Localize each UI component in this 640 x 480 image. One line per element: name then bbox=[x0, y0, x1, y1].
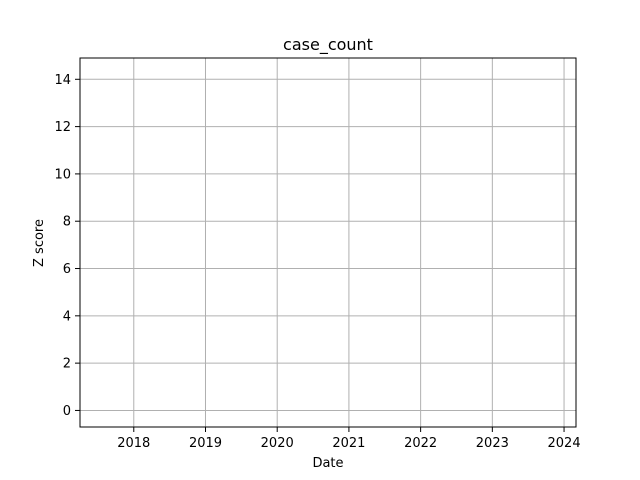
y-axis-label: Z score bbox=[32, 219, 47, 267]
y-tick-label: 10 bbox=[54, 167, 71, 182]
x-tick-label: 2023 bbox=[476, 436, 509, 451]
y-tick-label: 2 bbox=[63, 357, 71, 372]
y-tick-label: 4 bbox=[63, 309, 71, 324]
ticks: 2018 2019 2020 2021 2022 2023 2024 0 2 4 6 8 10 12 14 bbox=[54, 73, 580, 451]
y-tick-label: 0 bbox=[63, 404, 71, 419]
x-axis-label: Date bbox=[312, 456, 343, 471]
y-tick-label: 12 bbox=[54, 120, 71, 135]
y-tick-label: 6 bbox=[63, 262, 71, 277]
x-tick-label: 2018 bbox=[117, 436, 150, 451]
x-tick-label: 2019 bbox=[189, 436, 222, 451]
y-tick-label: 14 bbox=[54, 73, 71, 88]
x-tick-label: 2022 bbox=[404, 436, 437, 451]
x-tick-label: 2020 bbox=[261, 436, 294, 451]
chart-title: case_count bbox=[283, 35, 373, 55]
grid bbox=[80, 58, 576, 427]
x-tick-label: 2021 bbox=[332, 436, 365, 451]
x-tick-label: 2024 bbox=[548, 436, 581, 451]
y-tick-label: 8 bbox=[63, 215, 71, 230]
plot-frame bbox=[79, 57, 577, 428]
